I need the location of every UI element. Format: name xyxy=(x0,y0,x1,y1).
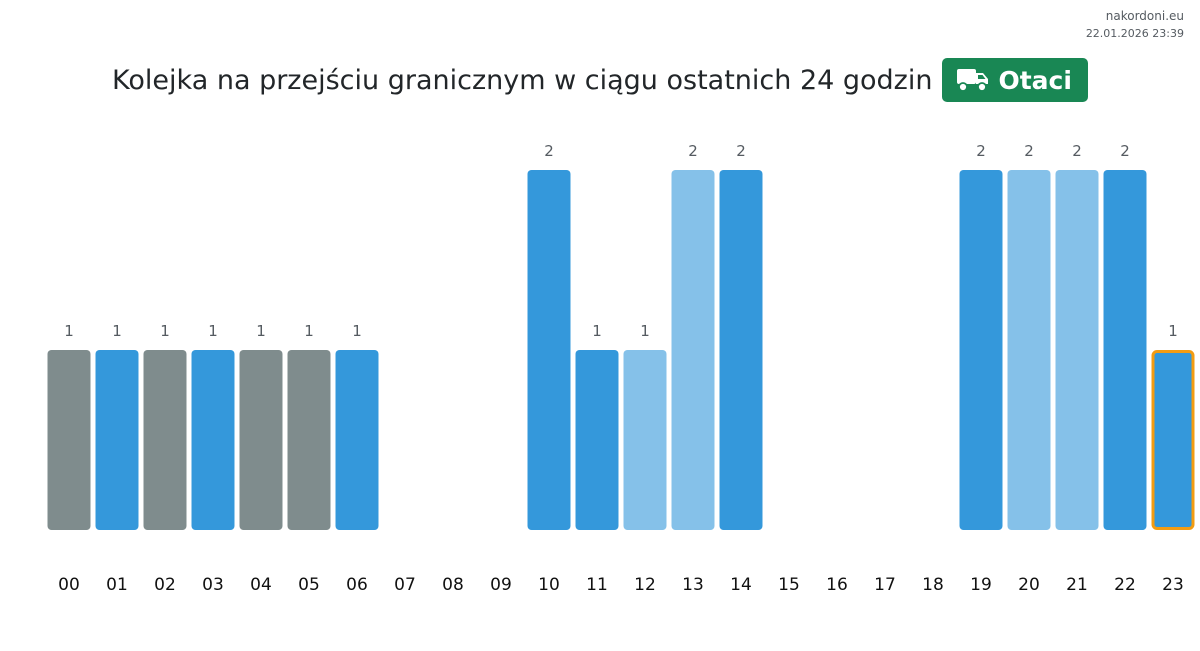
bar-23 xyxy=(1151,350,1195,530)
tick-label-08: 08 xyxy=(442,575,464,595)
tick-label-14: 14 xyxy=(730,575,752,595)
bar-04 xyxy=(239,350,283,530)
tick-label-09: 09 xyxy=(490,575,512,595)
bar-13 xyxy=(671,170,715,530)
tick-label-21: 21 xyxy=(1066,575,1088,595)
data-label-02: 1 xyxy=(160,322,170,340)
bar-22 xyxy=(1103,170,1147,530)
tick-label-04: 04 xyxy=(250,575,272,595)
tick-label-20: 20 xyxy=(1018,575,1040,595)
bar-14 xyxy=(719,170,763,530)
site-domain: nakordoni.eu xyxy=(1105,9,1184,23)
tick-label-05: 05 xyxy=(298,575,320,595)
bar-05 xyxy=(287,350,331,530)
tick-label-00: 00 xyxy=(58,575,80,595)
tick-label-03: 03 xyxy=(202,575,224,595)
site-info: nakordoni.eu 22.01.2026 23:39 xyxy=(1086,9,1184,41)
tick-label-12: 12 xyxy=(634,575,656,595)
tick-label-15: 15 xyxy=(778,575,800,595)
data-label-19: 2 xyxy=(976,142,986,160)
bar-03 xyxy=(191,350,235,530)
tick-label-22: 22 xyxy=(1114,575,1136,595)
data-label-11: 1 xyxy=(592,322,602,340)
data-label-13: 2 xyxy=(688,142,698,160)
data-label-22: 2 xyxy=(1120,142,1130,160)
bar-19 xyxy=(959,170,1003,530)
data-label-10: 2 xyxy=(544,142,554,160)
tick-label-13: 13 xyxy=(682,575,704,595)
bar-01 xyxy=(95,350,139,530)
tick-label-17: 17 xyxy=(874,575,896,595)
data-label-06: 1 xyxy=(352,322,362,340)
data-label-01: 1 xyxy=(112,322,122,340)
truck-icon xyxy=(957,69,989,92)
data-label-03: 1 xyxy=(208,322,218,340)
data-label-05: 1 xyxy=(304,322,314,340)
tick-label-11: 11 xyxy=(586,575,608,595)
tick-label-06: 06 xyxy=(346,575,368,595)
data-label-21: 2 xyxy=(1072,142,1082,160)
bar-20 xyxy=(1007,170,1051,530)
page-title: Kolejka na przejściu granicznym w ciągu … xyxy=(112,64,933,96)
tick-label-10: 10 xyxy=(538,575,560,595)
tick-label-23: 23 xyxy=(1162,575,1184,595)
timestamp: 22.01.2026 23:39 xyxy=(1085,27,1184,40)
tick-label-19: 19 xyxy=(970,575,992,595)
tick-label-01: 01 xyxy=(106,575,128,595)
bar-12 xyxy=(623,350,667,530)
tick-label-16: 16 xyxy=(826,575,848,595)
data-label-23: 1 xyxy=(1168,322,1178,340)
bar-00 xyxy=(47,350,91,530)
data-label-04: 1 xyxy=(256,322,266,340)
data-label-20: 2 xyxy=(1024,142,1034,160)
tick-label-07: 07 xyxy=(394,575,416,595)
bar-10 xyxy=(527,170,571,530)
data-label-00: 1 xyxy=(64,322,74,340)
bar-21 xyxy=(1055,170,1099,530)
badge-label: Otaci xyxy=(998,65,1072,95)
tick-label-02: 02 xyxy=(154,575,176,595)
title-row: Kolejka na przejściu granicznym w ciągu … xyxy=(0,58,1200,102)
bar-06 xyxy=(335,350,379,530)
data-label-12: 1 xyxy=(640,322,650,340)
border-crossing-badge: Otaci xyxy=(942,58,1088,102)
bar-11 xyxy=(575,350,619,530)
bar-02 xyxy=(143,350,187,530)
data-label-14: 2 xyxy=(736,142,746,160)
tick-label-18: 18 xyxy=(922,575,944,595)
